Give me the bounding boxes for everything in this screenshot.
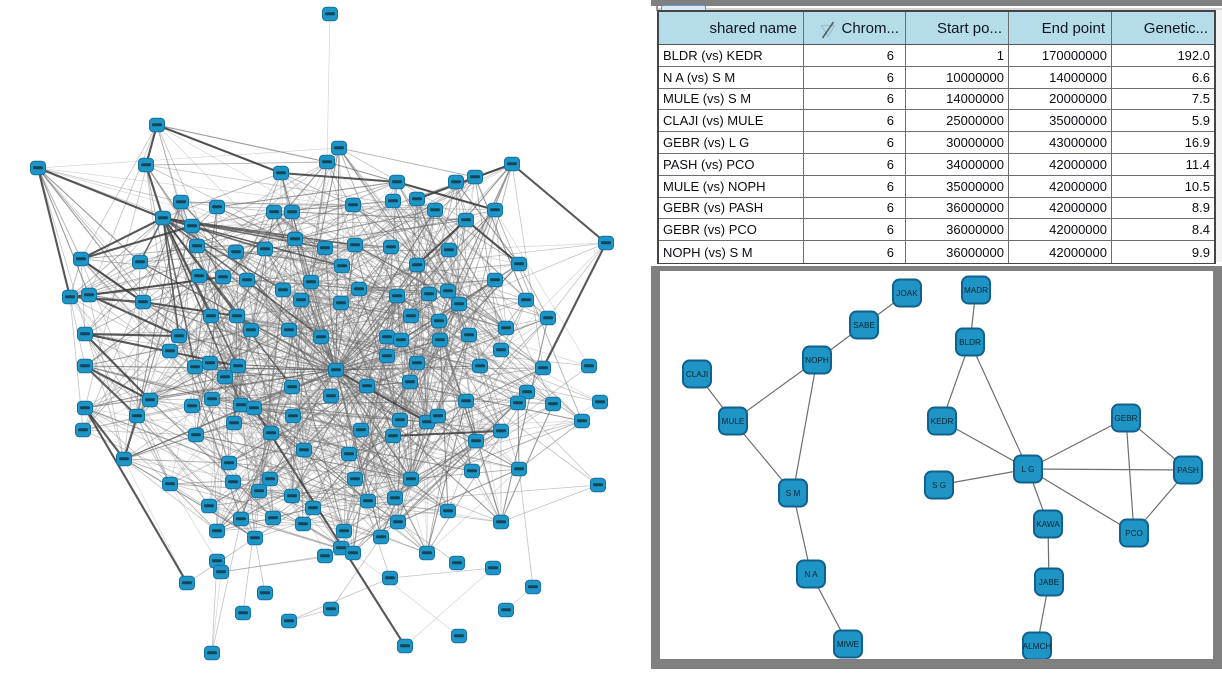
svg-text:MULE: MULE xyxy=(722,417,745,426)
svg-text:MADR: MADR xyxy=(964,286,988,295)
svg-text:BLDR: BLDR xyxy=(959,338,981,347)
svg-text:SABE: SABE xyxy=(853,321,875,330)
svg-text:L G: L G xyxy=(1022,465,1035,474)
svg-text:PCO: PCO xyxy=(1125,529,1143,538)
svg-text:KAWA: KAWA xyxy=(1036,520,1060,529)
svg-text:KEDR: KEDR xyxy=(931,417,954,426)
svg-text:JOAK: JOAK xyxy=(896,289,918,298)
svg-text:GEBR: GEBR xyxy=(1114,414,1137,423)
svg-text:MIWE: MIWE xyxy=(837,640,860,649)
svg-text:S G: S G xyxy=(932,481,946,490)
svg-text:CLAJI: CLAJI xyxy=(686,370,708,379)
svg-text:JABE: JABE xyxy=(1039,578,1060,587)
svg-text:S M: S M xyxy=(786,489,801,498)
svg-text:NOPH: NOPH xyxy=(805,356,829,365)
svg-text:PASH: PASH xyxy=(1177,466,1199,475)
svg-text:ALMCH: ALMCH xyxy=(1023,642,1052,651)
svg-text:N A: N A xyxy=(804,570,818,579)
